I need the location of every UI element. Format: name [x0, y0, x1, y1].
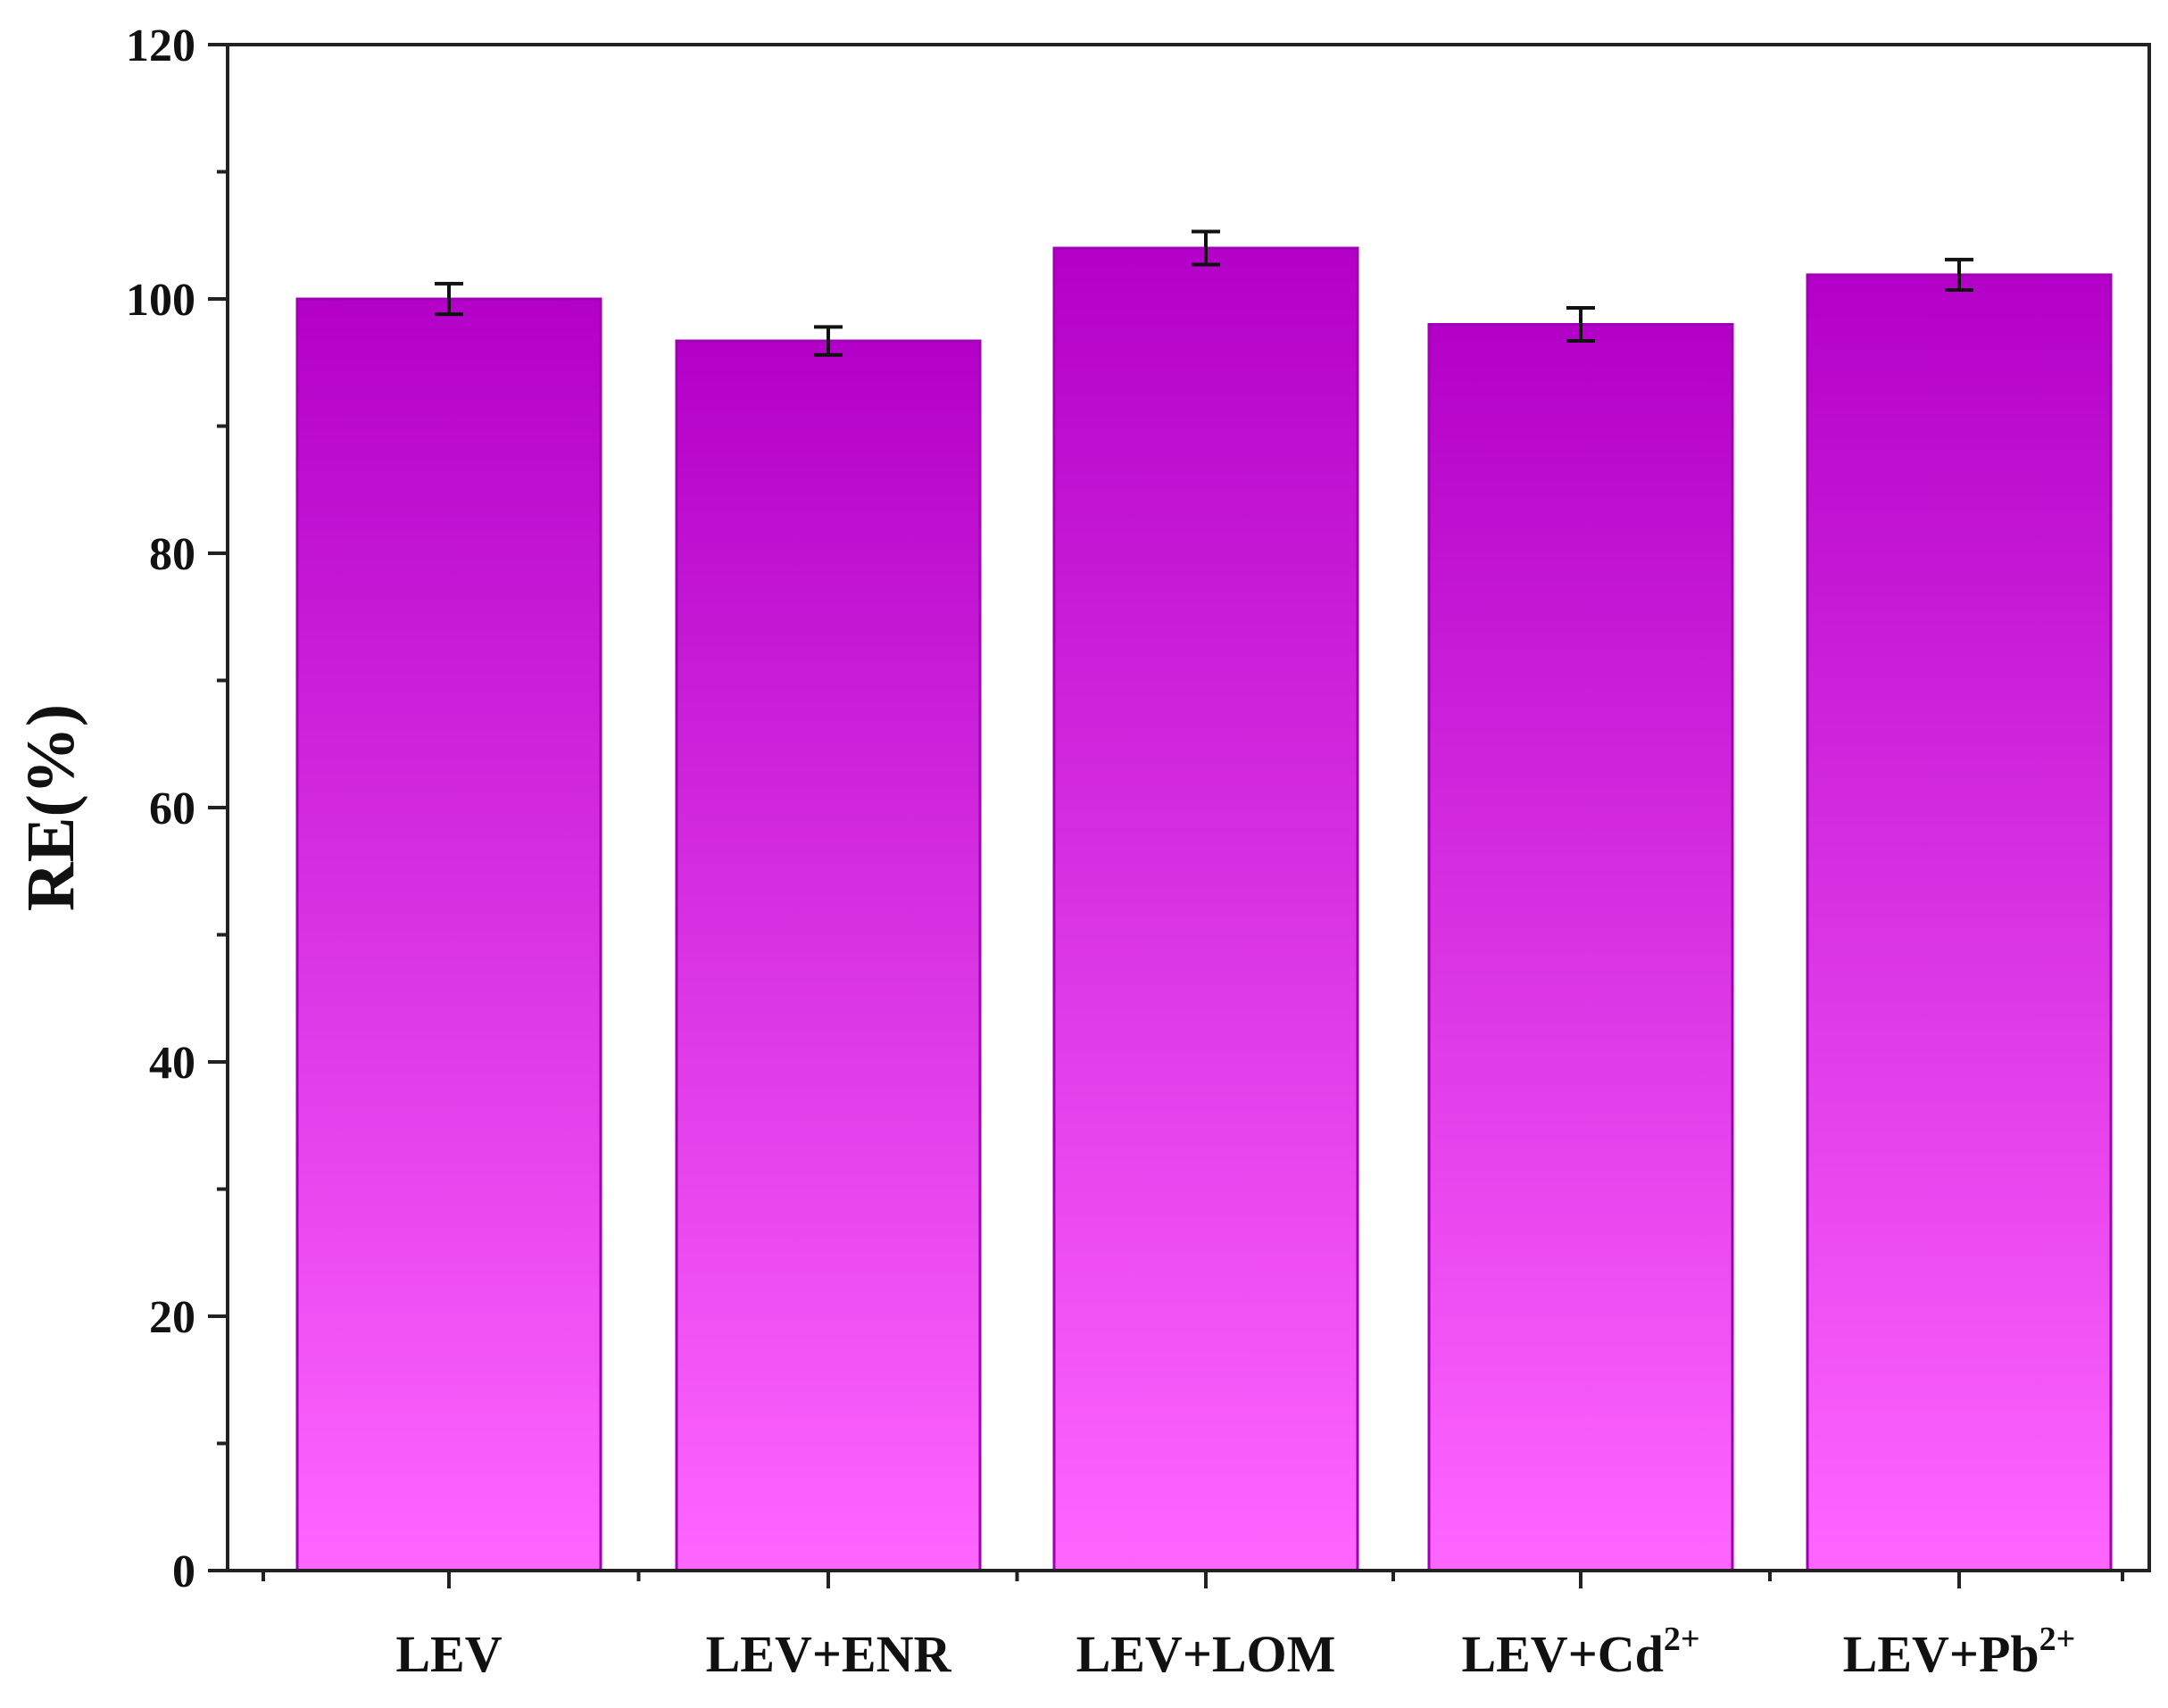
y-tick-label: 100 — [126, 275, 195, 326]
y-tick-label: 0 — [172, 1546, 195, 1597]
bars-layer — [295, 246, 2113, 1572]
error-bar-1 — [435, 281, 463, 317]
y-tick-label: 20 — [149, 1292, 195, 1343]
error-bar-2 — [814, 325, 843, 357]
axes-layer — [208, 43, 2151, 1588]
y-tick-label: 40 — [149, 1038, 195, 1089]
x-tick-label: LEV+Cd2+ — [1461, 1621, 1699, 1683]
bar-2 — [675, 339, 982, 1572]
error-bar-5 — [1945, 257, 1973, 293]
bar-3 — [1052, 246, 1359, 1572]
error-bars-layer — [435, 229, 1973, 357]
x-tick-label: LEV — [395, 1625, 502, 1683]
labels-layer: 0 20 40 60 80 100 120 LEV LEV+ENR LEV+LOM LEV+Cd2+… — [126, 21, 2075, 1683]
x-tick-label: LEV+ENR — [706, 1625, 952, 1683]
y-tick-label: 60 — [149, 784, 195, 834]
y-tick-label: 80 — [149, 529, 195, 580]
error-bar-3 — [1192, 229, 1220, 267]
x-tick-label: LEV+LOM — [1076, 1625, 1336, 1683]
bar-5 — [1806, 273, 2113, 1572]
y-tick-label: 120 — [126, 21, 195, 71]
x-tick-label: LEV+Pb2+ — [1843, 1621, 2076, 1683]
bar-4 — [1427, 323, 1734, 1572]
error-bar-4 — [1566, 305, 1595, 344]
bar-1 — [295, 297, 602, 1572]
y-axis-title: RE(%) — [13, 704, 88, 911]
